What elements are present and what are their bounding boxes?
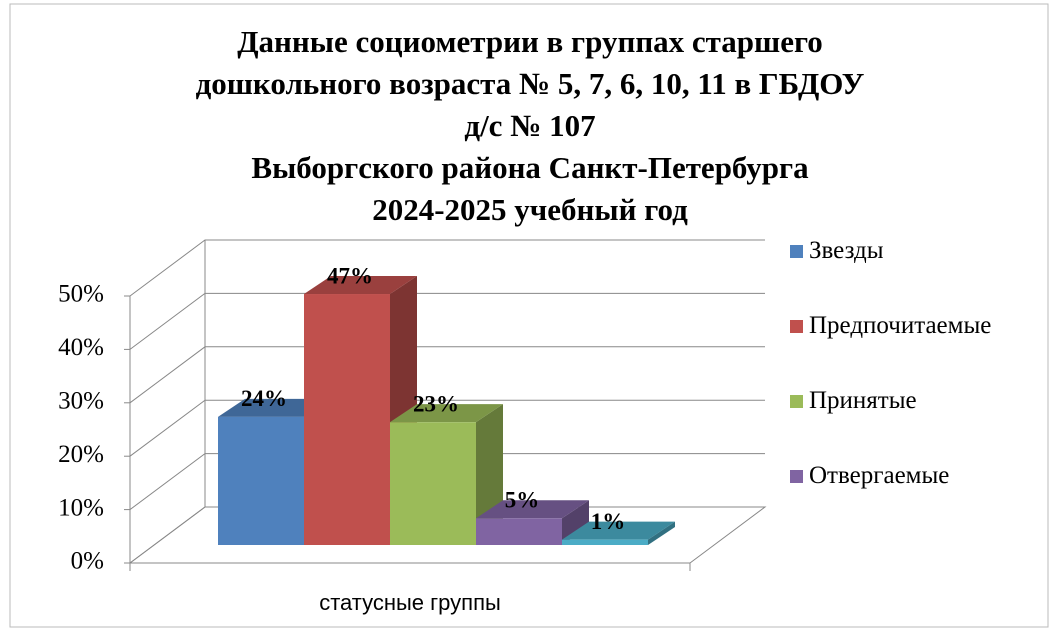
data-label: 23% bbox=[413, 391, 459, 416]
chart-title: д/с № 107 bbox=[464, 108, 595, 143]
legend-label: Принятые bbox=[809, 387, 917, 414]
y-tick-label: 50% bbox=[58, 281, 104, 308]
legend-label: Звезды bbox=[809, 237, 884, 264]
legend-swatch bbox=[790, 245, 803, 258]
y-tick-label: 0% bbox=[71, 548, 104, 575]
bar-top bbox=[218, 398, 331, 417]
bar-side bbox=[562, 500, 589, 545]
chart-title: Выборгского района Санкт-Петербурга bbox=[251, 150, 809, 185]
grid-line bbox=[129, 239, 765, 297]
y-tick-label: 10% bbox=[58, 494, 104, 521]
data-label: 5% bbox=[505, 488, 540, 513]
bar bbox=[218, 416, 304, 545]
bar bbox=[304, 294, 390, 545]
chart-title: 2024-2025 учебный год bbox=[372, 192, 688, 227]
legend-swatch bbox=[790, 470, 803, 483]
bar bbox=[390, 422, 476, 545]
bar-top bbox=[304, 276, 417, 295]
legend-label: Отвергаемые bbox=[809, 462, 950, 489]
chart-title: дошкольного возраста № 5, 7, 6, 10, 11 в… bbox=[196, 66, 865, 101]
data-label: 24% bbox=[241, 386, 287, 411]
bar bbox=[476, 518, 562, 545]
legend-item: Предпочитаемые bbox=[790, 311, 1030, 386]
legend-swatch bbox=[790, 395, 803, 408]
chart-title: Данные социометрии в группах старшего bbox=[237, 24, 823, 59]
y-tick-label: 40% bbox=[58, 334, 104, 361]
chart-frame bbox=[9, 3, 1049, 628]
bar-top bbox=[562, 521, 675, 540]
legend-item: Звезды bbox=[790, 236, 1030, 311]
bar-top bbox=[390, 404, 503, 423]
grid-line bbox=[129, 292, 765, 350]
y-tick-label: 30% bbox=[58, 388, 104, 415]
legend-item: Отвергаемые bbox=[790, 461, 1030, 536]
bar-side bbox=[648, 521, 675, 545]
legend: Звезды Предпочитаемые Принятые Отвергаемые bbox=[790, 236, 1030, 536]
x-axis-label: статусные группы bbox=[319, 590, 501, 615]
legend-label: Предпочитаемые bbox=[809, 312, 992, 339]
bar-top bbox=[476, 500, 589, 519]
data-label: 1% bbox=[591, 509, 626, 534]
y-tick-label: 20% bbox=[58, 441, 104, 468]
data-label: 47% bbox=[327, 263, 373, 288]
legend-item: Принятые bbox=[790, 386, 1030, 461]
bar bbox=[562, 539, 648, 545]
legend-swatch bbox=[790, 320, 803, 333]
